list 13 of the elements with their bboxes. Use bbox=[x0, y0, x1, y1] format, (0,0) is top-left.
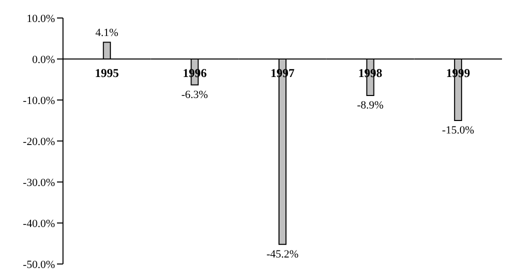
data-label: 4.1% bbox=[95, 27, 118, 40]
y-tick-label: -50.0% bbox=[22, 258, 55, 271]
data-label: -6.3% bbox=[181, 88, 208, 101]
y-tick-label: 10.0% bbox=[26, 12, 55, 25]
y-tick-label: -30.0% bbox=[22, 176, 55, 189]
data-label: -15.0% bbox=[442, 124, 474, 136]
y-tick-label: 0.0% bbox=[32, 54, 55, 66]
y-tick-label: -40.0% bbox=[22, 218, 55, 230]
x-tick-label: 1995 bbox=[94, 66, 119, 80]
data-label: -8.9% bbox=[357, 99, 384, 112]
y-tick-label: -10.0% bbox=[22, 94, 55, 107]
y-tick-label: -20.0% bbox=[22, 136, 55, 148]
data-label: -45.2% bbox=[266, 248, 299, 260]
